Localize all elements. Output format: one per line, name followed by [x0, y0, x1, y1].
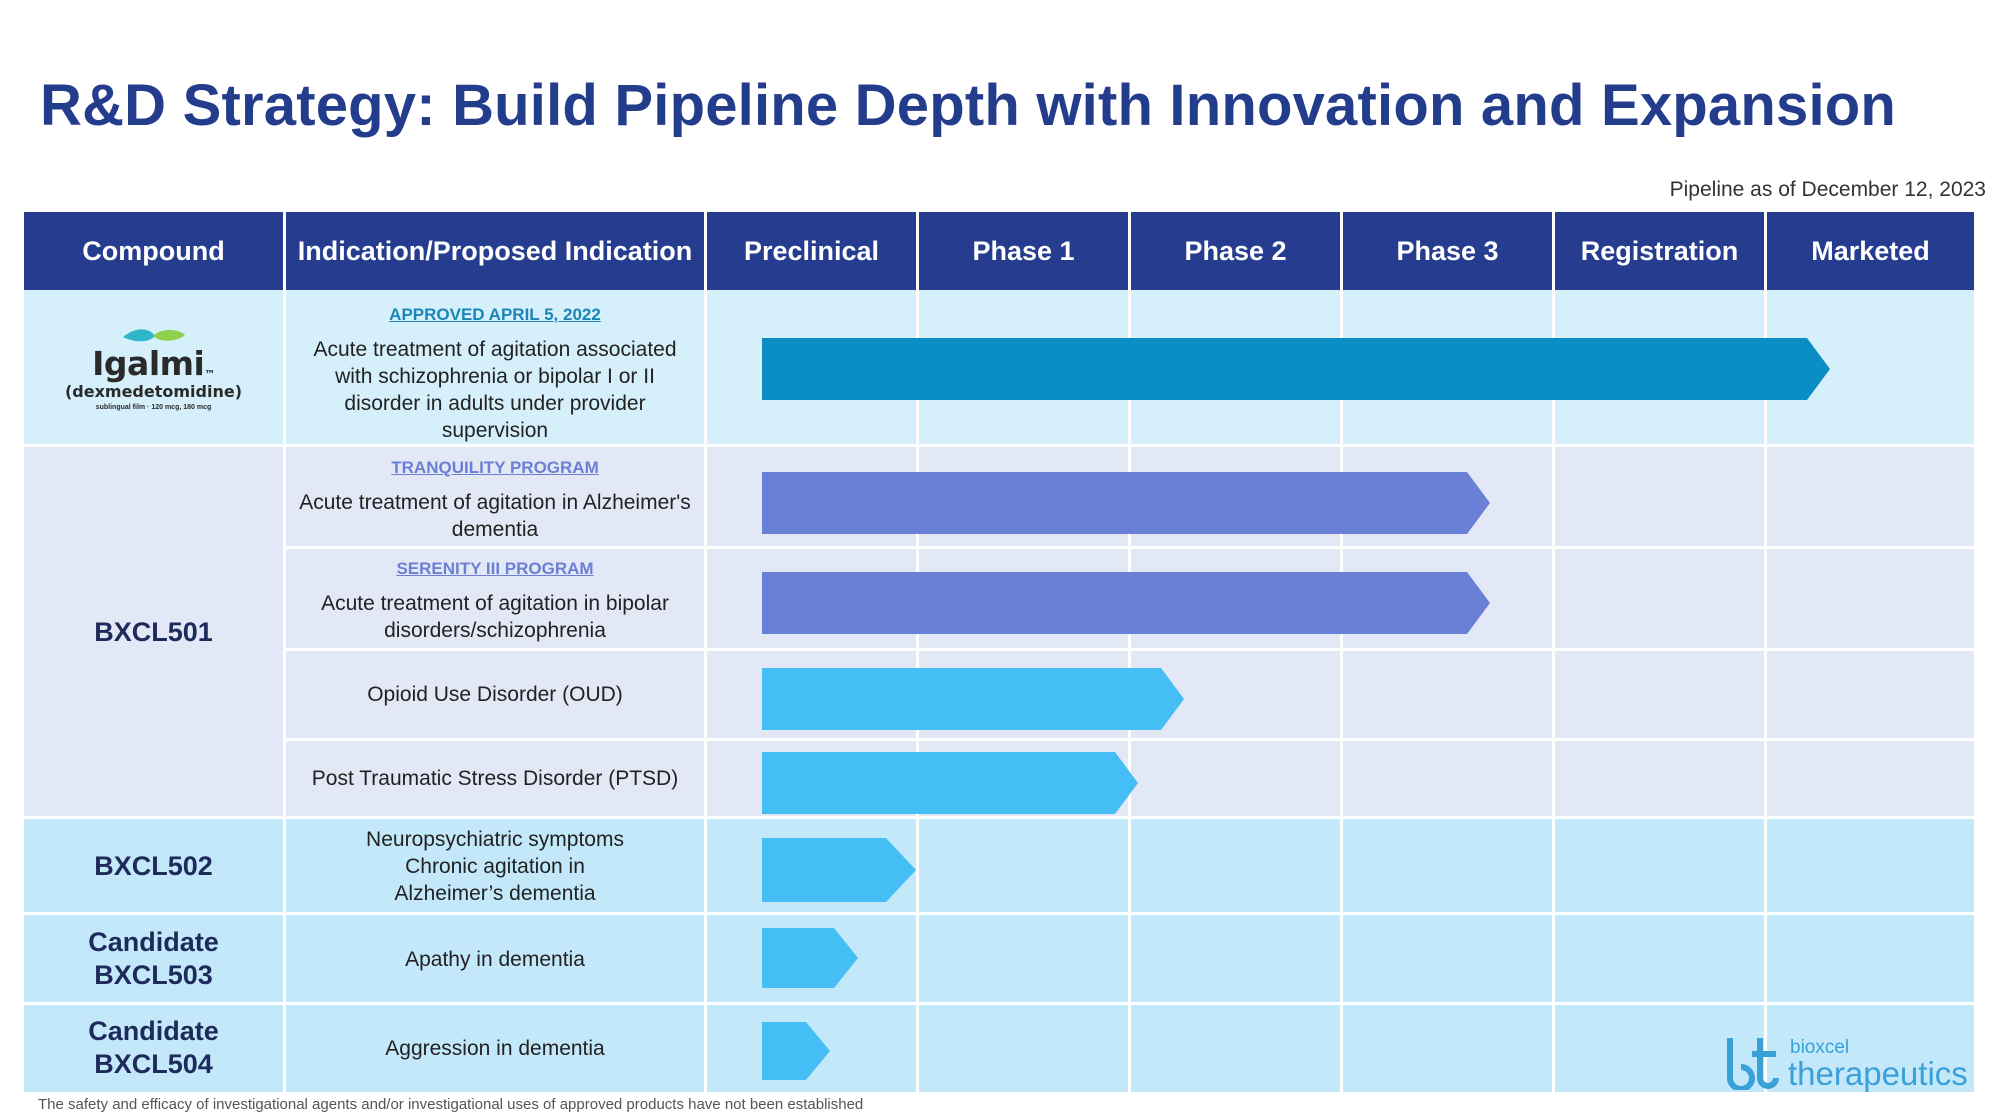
grid-line	[1764, 290, 1767, 1092]
indication-cell: Neuropsychiatric symptoms Chronic agitat…	[286, 818, 704, 914]
header-registration: Registration	[1555, 212, 1764, 290]
grid-line	[1552, 290, 1555, 1092]
progress-arrow-igalmi	[762, 338, 1830, 400]
program-label[interactable]: APPROVED APRIL 5, 2022	[389, 304, 601, 324]
grid-line	[704, 290, 707, 1092]
igalmi-logo: Igalmi™ (dexmedetomidine) sublingual fil…	[65, 325, 242, 411]
header-indication: Indication/Proposed Indication	[286, 212, 704, 290]
header-phase-1: Phase 1	[919, 212, 1128, 290]
progress-arrow-bxcl503	[762, 928, 858, 988]
progress-arrow-tranquility	[762, 472, 1490, 534]
page-title: R&D Strategy: Build Pipeline Depth with …	[40, 73, 1897, 138]
grid-line	[24, 912, 1974, 915]
pipeline-table: Compound Indication/Proposed Indication …	[24, 212, 1974, 1092]
logo-text-big: therapeutics	[1788, 1055, 1968, 1092]
progress-arrow-serenity	[762, 572, 1490, 634]
indication-text-line: Neuropsychiatric symptoms	[366, 827, 624, 851]
grid-line	[286, 546, 1974, 549]
progress-arrow-ptsd	[762, 752, 1138, 814]
igalmi-small-text: sublingual film · 120 mcg, 180 mcg	[95, 404, 212, 411]
indication-cell: TRANQUILITY PROGRAM Acute treatment of a…	[286, 450, 704, 546]
grid-line	[24, 444, 1974, 447]
company-logo: bioxcel therapeutics	[1724, 1030, 1984, 1090]
compound-bxcl504: Candidate BXCL504	[24, 1004, 283, 1092]
igalmi-generic: (dexmedetomidine)	[64, 382, 243, 401]
compound-bxcl501: BXCL501	[94, 616, 213, 647]
progress-arrow-bxcl504	[762, 1022, 830, 1080]
compound-bxcl504-line2: BXCL504	[94, 1049, 213, 1079]
indication-text: Apathy in dementia	[405, 947, 585, 971]
pipeline-date: Pipeline as of December 12, 2023	[1669, 178, 1986, 201]
grid-line	[24, 1002, 1974, 1005]
logo-text-small: bioxcel	[1790, 1037, 1850, 1058]
progress-arrow-oud	[762, 668, 1184, 730]
program-label[interactable]: SERENITY III PROGRAM	[396, 558, 594, 578]
compound-igalmi: Igalmi™ (dexmedetomidine) sublingual fil…	[24, 290, 283, 446]
grid-line	[286, 648, 1974, 651]
compound-bxcl504-line1: Candidate	[88, 1016, 219, 1046]
indication-text: Acute treatment of agitation in bipolar …	[321, 591, 669, 642]
footnote: The safety and efficacy of investigation…	[38, 1096, 864, 1113]
indication-cell: Apathy in dementia	[286, 914, 704, 1004]
indication-text: Post Traumatic Stress Disorder (PTSD)	[311, 766, 679, 790]
compound-bxcl502: BXCL502	[94, 850, 213, 881]
header-phase-2: Phase 2	[1131, 212, 1340, 290]
compound-bxcl503-line2: BXCL503	[94, 960, 213, 990]
indication-text: Opioid Use Disorder (OUD)	[367, 682, 623, 706]
indication-text-line: Chronic agitation in	[405, 854, 585, 878]
igalmi-name: Igalmi	[92, 344, 205, 383]
compound-bxcl503-line1: Candidate	[88, 927, 219, 957]
grid-line	[286, 738, 1974, 741]
band-bxcl502	[24, 818, 1974, 914]
indication-text: Acute treatment of agitation in Alzheime…	[299, 490, 691, 541]
header-phase-3: Phase 3	[1343, 212, 1552, 290]
indication-text-line: Alzheimer’s dementia	[394, 881, 596, 905]
header-marketed: Marketed	[1767, 212, 1974, 290]
leaf-icon	[122, 329, 185, 342]
grid-line	[1340, 290, 1343, 1092]
indication-cell: Post Traumatic Stress Disorder (PTSD)	[286, 740, 704, 816]
igalmi-trademark: ™	[204, 368, 215, 381]
indication-cell: APPROVED APRIL 5, 2022 Acute treatment o…	[286, 298, 704, 446]
band-bxcl504	[24, 1004, 1974, 1092]
grid-line	[24, 816, 1974, 819]
band-bxcl503	[24, 914, 1974, 1004]
indication-cell: Opioid Use Disorder (OUD)	[286, 650, 704, 738]
header-preclinical: Preclinical	[707, 212, 916, 290]
indication-text: Acute treatment of agitation associated …	[313, 337, 677, 442]
indication-cell: Aggression in dementia	[286, 1004, 704, 1092]
bioxcel-bt-icon	[1727, 1038, 1779, 1090]
header-compound: Compound	[24, 212, 283, 290]
grid-line	[283, 290, 286, 1092]
compound-bxcl503: Candidate BXCL503	[24, 914, 283, 1004]
indication-text: Aggression in dementia	[385, 1036, 605, 1060]
progress-arrow-bxcl502	[762, 838, 916, 902]
program-label[interactable]: TRANQUILITY PROGRAM	[391, 457, 599, 477]
indication-cell: SERENITY III PROGRAM Acute treatment of …	[286, 550, 704, 648]
